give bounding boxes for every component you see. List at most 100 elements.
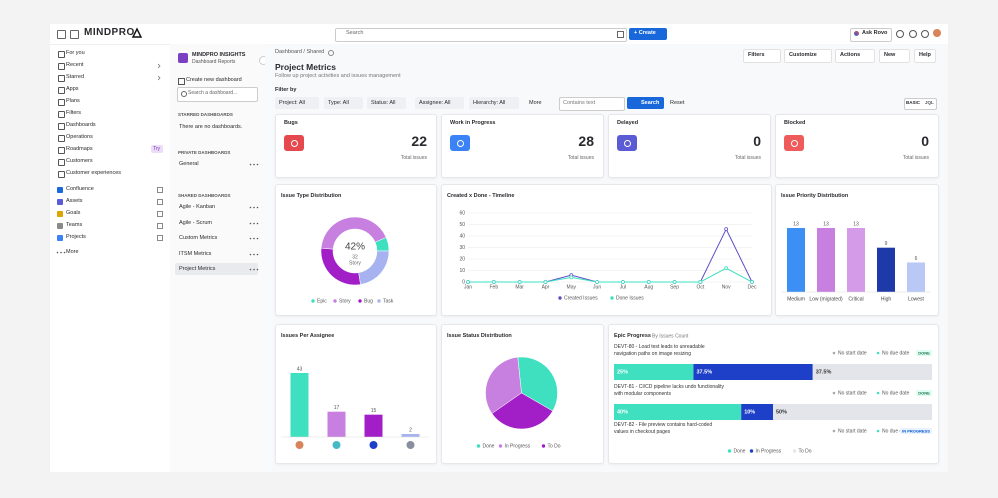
filter-dropdown[interactable] (415, 97, 464, 109)
filter-dropdown[interactable] (275, 97, 319, 109)
top-icon[interactable] (909, 30, 917, 38)
x-tick-label: Jul (620, 284, 626, 290)
search-button-label[interactable]: Search (641, 100, 660, 106)
dot (256, 253, 259, 255)
dot (256, 268, 259, 271)
nav-more[interactable]: More (66, 249, 79, 255)
action-button[interactable] (914, 49, 936, 63)
ask-rovo[interactable] (850, 28, 892, 42)
dashboard-item[interactable]: Agile - Scrum (179, 219, 213, 226)
filter-dropdown-label[interactable]: Status: All (371, 100, 396, 106)
filter-dropdown-label[interactable]: Hierarchy: All (473, 100, 506, 106)
dashboard-search[interactable] (177, 87, 258, 102)
dot (253, 222, 255, 224)
nav-item[interactable]: Starred (66, 74, 85, 80)
create-button[interactable] (629, 28, 667, 40)
legend-swatch (541, 444, 546, 448)
nav-item[interactable]: Customers (66, 158, 93, 164)
sidebar (170, 44, 266, 472)
nav-app[interactable]: Goals (66, 210, 81, 216)
y-tick-label: 40 (459, 233, 465, 239)
nav-icon (58, 147, 65, 154)
nav-item[interactable]: Roadmaps (66, 146, 93, 152)
ask-label[interactable]: Ask Rovo (862, 30, 888, 36)
nav-icon (58, 63, 65, 70)
epic-title[interactable]: DEVT-81 - CI/CD pipeline lacks undo func… (614, 384, 725, 397)
epic-title[interactable]: DEVT-80 - Load test leads to unreadable … (614, 344, 705, 357)
series-line (468, 227, 753, 283)
y-tick-label: 60 (459, 210, 465, 216)
x-tick-label: Feb (490, 284, 499, 290)
value-label: 6 (915, 256, 918, 262)
nav-app[interactable]: Projects (66, 234, 86, 240)
dashboard-item[interactable]: Project Metrics (179, 266, 216, 272)
sidebar-title: MINDPRO INSIGHTS (192, 52, 246, 58)
dashboard-item[interactable]: Custom Metrics (179, 235, 218, 241)
more-icon (249, 253, 259, 255)
nav-app[interactable]: Teams (66, 222, 83, 228)
chart-title: Epic Progress (614, 333, 651, 339)
logo-icon (131, 27, 143, 38)
dot (249, 268, 252, 271)
epic-title[interactable]: DEVT-82 - File preview contains hard-cod… (614, 422, 713, 435)
nav-item[interactable]: Plans (66, 98, 80, 104)
nav-icon (58, 51, 65, 58)
nav-item[interactable]: Filters (66, 110, 81, 116)
action-label[interactable]: Customize (789, 52, 817, 58)
progress-segment (812, 364, 932, 380)
nav-app[interactable]: Assets (66, 198, 83, 204)
filter-dropdown-label[interactable]: Assignee: All (419, 100, 451, 106)
action-label[interactable]: Help (919, 52, 931, 58)
top-icon[interactable] (896, 30, 904, 38)
filter-dropdown-label[interactable]: Project: All (279, 100, 305, 106)
nav-item[interactable]: Recent (66, 62, 84, 68)
mode-toggle (904, 98, 937, 110)
dashboard-item[interactable]: Agile - Kanban (179, 204, 216, 210)
nav-item[interactable]: For you (66, 50, 85, 56)
nav-app[interactable]: Confluence (66, 186, 94, 192)
mode-jql[interactable]: JQL (925, 100, 934, 105)
action-label[interactable]: Filters (748, 52, 765, 58)
action-button[interactable] (784, 49, 832, 63)
more-icon (249, 206, 259, 209)
text-filter[interactable] (559, 97, 625, 111)
reset-button[interactable]: Reset (670, 100, 685, 106)
action-label[interactable]: New (884, 52, 896, 58)
stat-value: 28 (578, 133, 594, 149)
dot (249, 237, 252, 240)
dashboard-item[interactable]: General (179, 161, 199, 167)
meta-dot (832, 429, 836, 433)
badge (151, 145, 163, 153)
legend-label: To Do (548, 443, 561, 449)
search-box[interactable] (335, 28, 627, 42)
nav-item[interactable]: Operations (66, 134, 93, 140)
nav-item[interactable]: Customer experiences (66, 170, 122, 176)
search-button[interactable] (627, 97, 664, 109)
filter-dropdown[interactable] (469, 97, 519, 109)
filter-dropdown[interactable] (324, 97, 363, 109)
y-tick-label: 10 (459, 268, 465, 274)
more-label[interactable]: More (529, 100, 542, 106)
top-icon[interactable] (921, 30, 929, 38)
stat-glyph (457, 140, 464, 147)
status-label: IN PROGRESS (902, 428, 930, 433)
avatar[interactable] (933, 29, 941, 37)
x-tick-label: May (567, 284, 577, 290)
action-button[interactable] (835, 49, 875, 63)
mode-basic[interactable]: BASIC (906, 100, 921, 105)
badge-label: Try (153, 146, 161, 152)
dot (249, 163, 252, 166)
filter-dropdown[interactable] (367, 97, 406, 109)
action-label[interactable]: Actions (840, 52, 861, 58)
create-dashboard[interactable]: Create new dashboard (186, 77, 242, 83)
value-label: 9 (885, 241, 888, 247)
bar (787, 228, 805, 292)
create-label[interactable]: + Create (634, 30, 656, 36)
point (750, 280, 754, 284)
action-button[interactable] (743, 49, 781, 63)
filter-dropdown-label[interactable]: Type: All (328, 100, 349, 106)
nav-item[interactable]: Dashboards (66, 122, 96, 128)
nav-item[interactable]: Apps (66, 86, 79, 92)
action-button[interactable] (879, 49, 910, 63)
dashboard-item[interactable]: ITSM Metrics (179, 250, 212, 257)
